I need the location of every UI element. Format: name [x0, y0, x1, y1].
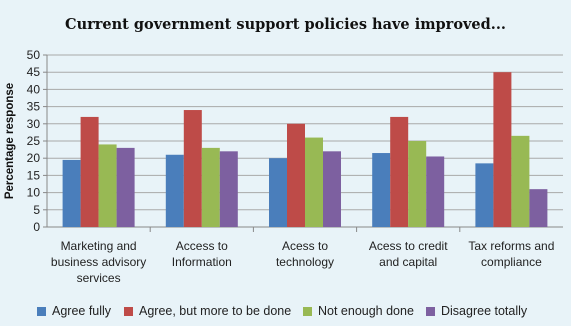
- bar-agree-fully: [165, 154, 184, 227]
- bar-not-enough-done: [201, 147, 220, 227]
- legend-swatch: [303, 306, 312, 316]
- y-tick-label: 30: [27, 117, 41, 131]
- x-tick-label: services: [77, 271, 121, 285]
- x-tick-label: Acess to: [282, 239, 328, 253]
- y-tick-label: 0: [33, 220, 40, 234]
- bar-agree-fully: [372, 153, 391, 227]
- y-tick-label: 45: [27, 65, 41, 79]
- x-tick-label: compliance: [481, 255, 542, 269]
- bar-disagree-totally: [116, 147, 135, 227]
- bar-agree-but-more-to-be-done: [493, 72, 512, 227]
- chart-title: Current government support policies have…: [65, 16, 506, 33]
- y-tick-label: 5: [33, 203, 40, 217]
- bar-not-enough-done: [98, 144, 117, 227]
- legend-item: Not enough done: [303, 303, 414, 319]
- y-tick-label: 25: [27, 134, 41, 148]
- bar-agree-fully: [62, 159, 81, 227]
- bar-agree-but-more-to-be-done: [80, 116, 99, 227]
- x-tick-label: business advisory: [51, 255, 146, 269]
- legend-label: Disagree totally: [441, 304, 528, 318]
- x-tick-label: Marketing and: [61, 239, 137, 253]
- x-tick-label: and capital: [379, 255, 437, 269]
- legend-label: Agree fully: [52, 304, 112, 318]
- bar-agree-fully: [475, 163, 494, 227]
- y-tick-label: 15: [27, 168, 41, 182]
- legend-swatch: [124, 306, 133, 316]
- bar-not-enough-done: [408, 141, 427, 227]
- bar-disagree-totally: [426, 156, 445, 227]
- legend-item: Agree fully: [37, 303, 111, 319]
- x-tick-label: Access to: [176, 239, 228, 253]
- x-tick-label: Tax reforms and: [468, 239, 554, 253]
- legend-label: Not enough done: [318, 304, 414, 318]
- bar-not-enough-done: [305, 137, 323, 227]
- bar-agree-but-more-to-be-done: [390, 116, 409, 227]
- bar-disagree-totally: [219, 151, 238, 227]
- bar-agree-but-more-to-be-done: [183, 110, 202, 227]
- legend-label: Agree, but more to be done: [139, 304, 292, 318]
- bar-agree-but-more-to-be-done: [287, 123, 305, 227]
- bar-disagree-totally: [529, 189, 548, 227]
- bar-not-enough-done: [511, 135, 530, 227]
- y-axis-title: Percentage response: [4, 83, 16, 199]
- x-tick-label: Information: [172, 255, 232, 269]
- y-tick-label: 10: [27, 186, 41, 200]
- y-tick-label: 20: [27, 151, 41, 165]
- legend-item: Agree, but more to be done: [124, 303, 291, 319]
- legend-item: Disagree totally: [426, 303, 527, 319]
- legend-swatch: [37, 306, 46, 316]
- x-tick-label: technology: [276, 255, 334, 269]
- bar-disagree-totally: [323, 151, 341, 227]
- y-tick-label: 35: [27, 100, 41, 114]
- y-tick-label: 50: [27, 48, 41, 62]
- x-tick-label: Acess to credit: [369, 239, 448, 253]
- legend-swatch: [426, 306, 435, 316]
- y-tick-label: 40: [27, 82, 41, 96]
- bar-agree-fully: [269, 158, 287, 227]
